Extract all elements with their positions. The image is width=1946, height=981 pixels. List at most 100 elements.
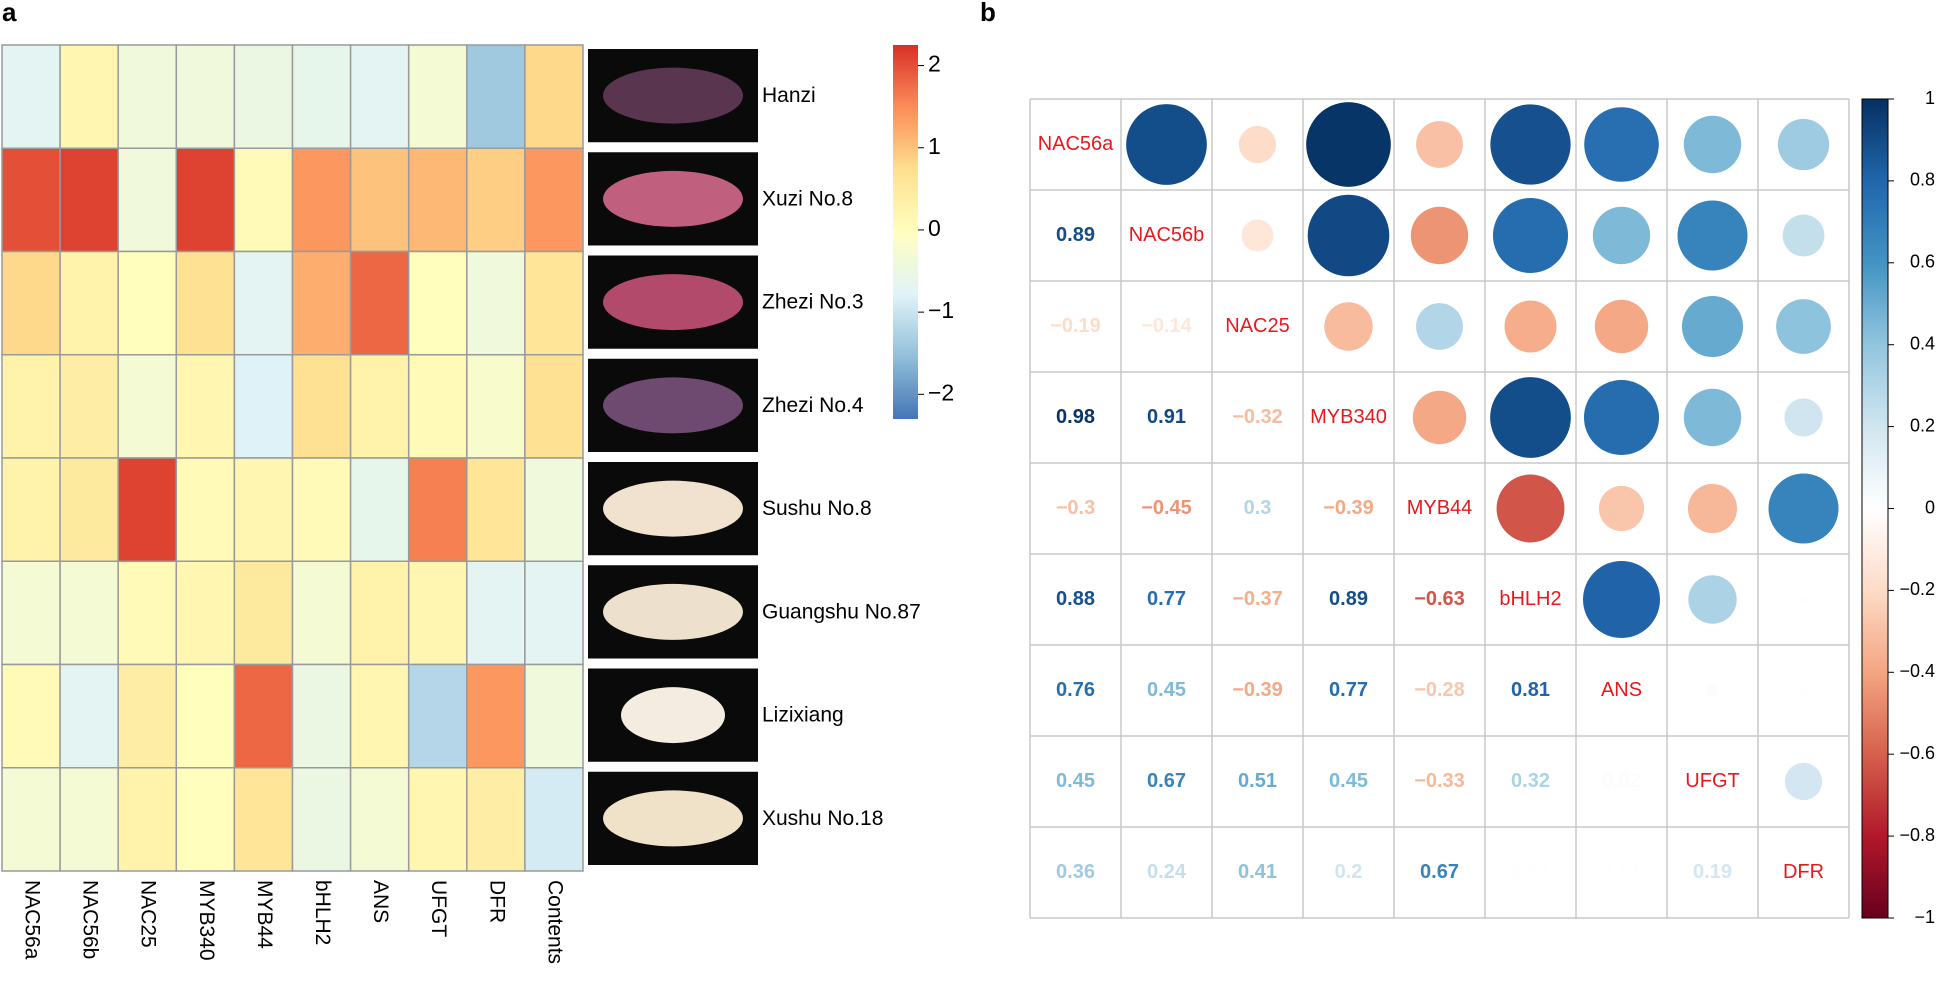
correlation-label: 0.41 xyxy=(1238,861,1277,883)
colorbar-tick-label: 1 xyxy=(1925,88,1935,108)
heatmap-cell xyxy=(175,663,236,769)
correlation-circle xyxy=(1496,474,1565,543)
heatmap-cell xyxy=(349,767,410,872)
heatmap-cell xyxy=(59,250,119,356)
variable-label: DFR xyxy=(1783,861,1824,883)
correlation-label: 0.89 xyxy=(1329,588,1368,610)
column-label: DFR xyxy=(485,880,508,923)
correlation-circle xyxy=(1784,398,1823,437)
correlation-circle xyxy=(1307,194,1390,277)
column-label: NAC56b xyxy=(79,880,102,959)
heatmap-cell xyxy=(1,663,61,769)
heatmap-cell xyxy=(349,147,410,253)
heatmap-cell xyxy=(291,147,352,253)
correlation-circle xyxy=(1583,379,1660,456)
heatmap-cell xyxy=(59,560,119,666)
correlation-label: −0.63 xyxy=(1414,588,1465,610)
row-label: Zhezi No.3 xyxy=(762,291,864,314)
correlation-circle xyxy=(1768,473,1839,544)
heatmap-cell xyxy=(1,560,61,666)
correlation-circle xyxy=(1592,206,1651,265)
correlation-circle xyxy=(1681,295,1744,358)
heatmap-cell xyxy=(117,44,178,149)
colorbar xyxy=(1861,98,1889,919)
heatmap-cell xyxy=(117,457,178,562)
variable-label: NAC56a xyxy=(1038,133,1114,155)
heatmap-cell xyxy=(524,44,584,149)
correlation-circle xyxy=(1683,388,1742,447)
variable-label: NAC25 xyxy=(1225,315,1289,337)
correlation-circle xyxy=(1782,214,1825,257)
heatmap-cell xyxy=(407,44,468,149)
row-label: Xuzi No.8 xyxy=(762,187,853,210)
heatmap-cell xyxy=(233,767,294,872)
heatmap-cell xyxy=(117,560,178,666)
heatmap-cell xyxy=(524,147,584,253)
colorbar-tick-label: 0.8 xyxy=(1910,170,1935,190)
heatmap-cell xyxy=(1,354,61,459)
heatmap-cell xyxy=(466,767,526,872)
correlation-circle xyxy=(1416,121,1463,168)
correlation-circle xyxy=(1324,302,1373,351)
row-label: Lizixiang xyxy=(762,704,844,727)
colorbar-tick-label: −0.4 xyxy=(1899,661,1935,681)
heatmap-cell xyxy=(175,560,236,666)
colorbar-tick-label: 0.2 xyxy=(1910,415,1935,435)
correlation-circle xyxy=(1583,561,1660,638)
correlation-label: 0.77 xyxy=(1329,679,1368,701)
correlation-label: 0.81 xyxy=(1511,679,1550,701)
heatmap-cell xyxy=(466,250,526,356)
heatmap-cell xyxy=(291,663,352,769)
heatmap-cell xyxy=(291,354,352,459)
heatmap-cell xyxy=(175,147,236,253)
correlation-label: 0.02 xyxy=(1602,770,1641,792)
correlation-label: −0.39 xyxy=(1323,497,1374,519)
heatmap-cell xyxy=(524,354,584,459)
colorbar xyxy=(893,45,918,419)
correlation-label: 0.32 xyxy=(1511,770,1550,792)
heatmap-cell xyxy=(117,663,178,769)
panel-label: b xyxy=(980,0,996,27)
heatmap-cell xyxy=(466,560,526,666)
correlation-label: −0.32 xyxy=(1232,406,1283,428)
heatmap-cell xyxy=(59,354,119,459)
correlation-label: 0.76 xyxy=(1056,679,1095,701)
correlation-label: 0.01 xyxy=(1602,861,1641,883)
correlation-circle xyxy=(1598,485,1645,532)
correlation-label: 0.45 xyxy=(1056,770,1095,792)
heatmap-cell xyxy=(1,767,61,872)
correlation-circle xyxy=(1241,219,1274,252)
correlation-circle xyxy=(1688,575,1737,624)
correlation-label: −0.45 xyxy=(1141,497,1192,519)
colorbar-tick-label: −0.2 xyxy=(1899,579,1935,599)
heatmap-cell xyxy=(466,663,526,769)
heatmap-cell xyxy=(349,457,410,562)
heatmap-cell xyxy=(291,250,352,356)
correlation-label: 0.19 xyxy=(1693,861,1732,883)
variable-label: MYB44 xyxy=(1407,497,1473,519)
colorbar-tick-label: −0.6 xyxy=(1899,743,1935,763)
heatmap-cell xyxy=(175,250,236,356)
heatmap-cell xyxy=(233,354,294,459)
heatmap-cell xyxy=(349,663,410,769)
correlation-label: 0.2 xyxy=(1335,861,1363,883)
heatmap-cell xyxy=(117,354,178,459)
column-label: NAC25 xyxy=(137,880,160,948)
row-label: Guangshu No.87 xyxy=(762,600,921,623)
colorbar-tick-label: 0 xyxy=(1925,497,1935,517)
column-label: NAC56a xyxy=(21,880,44,960)
correlation-circle xyxy=(1410,206,1469,265)
heatmap-cell xyxy=(407,767,468,872)
correlation-circle xyxy=(1504,300,1557,353)
heatmap-cell xyxy=(524,767,584,872)
heatmap-cell xyxy=(233,560,294,666)
column-label: ANS xyxy=(369,880,392,923)
correlation-circle xyxy=(1584,107,1659,182)
heatmap-cell xyxy=(407,250,468,356)
heatmap-cell xyxy=(59,457,119,562)
heatmap-cell xyxy=(175,44,236,149)
variable-label: bHLH2 xyxy=(1499,588,1561,610)
correlation-label: 0.24 xyxy=(1147,861,1187,883)
correlation-label: 0.77 xyxy=(1147,588,1186,610)
